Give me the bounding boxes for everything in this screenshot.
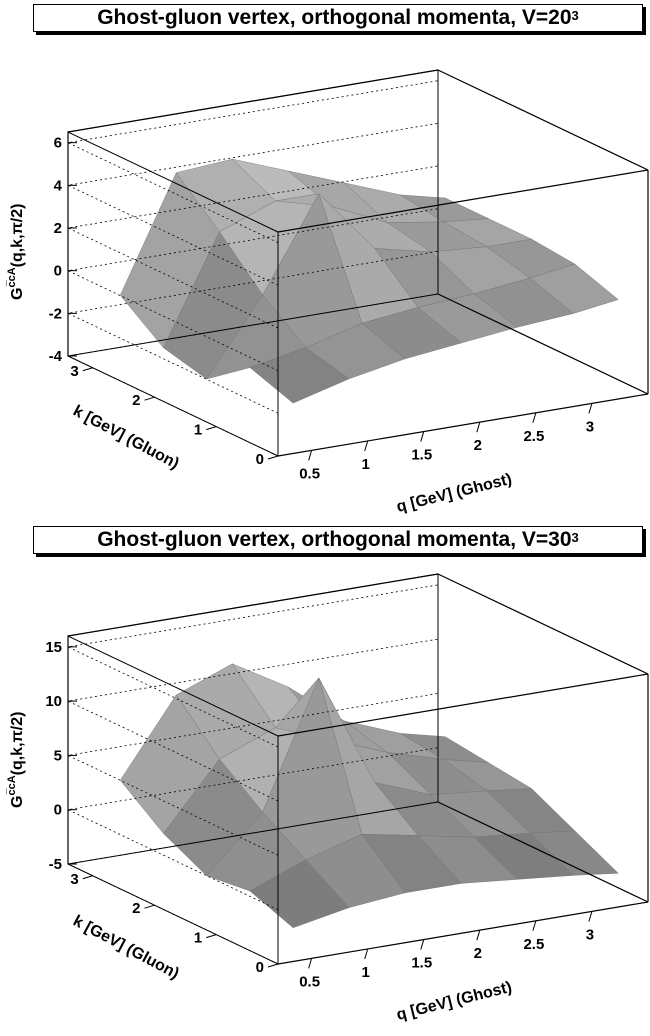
x-tick-label: 0.5 [299, 973, 320, 990]
y-tick-mark [267, 963, 279, 968]
chart-title-2-sup: 3 [571, 529, 579, 545]
chart-title-2: Ghost-gluon vertex, orthogonal momenta, … [33, 526, 643, 554]
y-ticks-2: 0 1 2 3 [70, 871, 279, 976]
y-tick-label: 0 [256, 451, 264, 468]
y-tick-label: 0 [256, 959, 264, 976]
surface-mesh-1 [119, 158, 619, 404]
z-tick-label: 6 [54, 135, 62, 152]
z-tick-label: -4 [49, 348, 63, 365]
chart-title-1-sup: 3 [571, 7, 579, 23]
x-tick-mark [476, 930, 481, 941]
plot-frame-2 [66, 573, 649, 965]
x-tick-mark [476, 422, 481, 433]
x-tick-mark [420, 431, 425, 442]
plot-frame-1 [66, 69, 649, 457]
y-tick-label: 3 [70, 871, 78, 888]
y-tick-mark [267, 455, 279, 460]
x-tick-mark [588, 403, 593, 414]
chart-title-1: Ghost-gluon vertex, orthogonal momenta, … [33, 4, 643, 32]
y-tick-label: 1 [194, 930, 202, 947]
z-tick-label: -2 [49, 305, 62, 322]
y-tick-label: 3 [70, 363, 78, 380]
y-tick-label: 2 [132, 900, 140, 917]
z-axis-label-2: Gc̅cA(q,k,π/2) [6, 712, 26, 808]
chart-title-2-text: Ghost-gluon vertex, orthogonal momenta, … [97, 528, 572, 551]
x-tick-label: 1 [362, 964, 370, 981]
chart-title-1-text: Ghost-gluon vertex, orthogonal momenta, … [97, 6, 572, 29]
x-tick-mark [420, 939, 425, 950]
x-axis-label-1: q [GeV] (Ghost) [395, 471, 514, 514]
z-tick-label: 5 [54, 747, 62, 764]
x-tick-label: 2 [474, 945, 482, 962]
y-axis-label-2: k [GeV] (Gluon) [70, 913, 182, 983]
z-ticks-2: -5 0 5 10 15 [45, 639, 77, 873]
y-tick-mark [82, 367, 93, 372]
y-tick-label: 2 [132, 392, 140, 409]
chart-panel-2: Ghost-gluon vertex, orthogonal momenta, … [0, 522, 650, 1036]
x-tick-mark [308, 958, 313, 969]
y-tick-mark [144, 396, 155, 401]
y-tick-mark [206, 426, 217, 431]
y-tick-label: 1 [194, 422, 202, 439]
z-tick-label: 10 [45, 693, 62, 710]
z-ticks-1: -4 -2 0 2 4 6 [49, 135, 77, 365]
y-tick-mark [144, 904, 155, 909]
x-ticks-2: 0.5 1 1.5 2 2.5 3 [299, 911, 594, 990]
x-axis-label-2: q [GeV] (Ghost) [395, 979, 514, 1024]
x-tick-label: 3 [586, 926, 594, 943]
x-tick-mark [364, 948, 369, 960]
y-axis-label-1: k [GeV] (Gluon) [70, 403, 182, 473]
x-tick-mark [532, 920, 537, 931]
surface-plot-2: -5 0 5 10 15 0.5 1 1.5 2 2.5 3 0 1 2 3 Gc̅cA(q,k,π/2… [6, 573, 649, 1024]
x-tick-mark [308, 450, 313, 461]
surface-plot-1: -4 -2 0 2 4 6 0.5 1 1.5 2 2.5 3 0 1 2 3 Gc̅cA(q,k,π/2… [6, 69, 649, 514]
z-tick-label: 2 [54, 220, 62, 237]
x-tick-label: 2 [474, 437, 482, 454]
x-tick-label: 1 [362, 456, 370, 473]
x-tick-label: 0.5 [299, 465, 320, 482]
surface-patch [529, 263, 619, 314]
x-tick-label: 1.5 [411, 447, 432, 464]
x-tick-label: 2.5 [523, 428, 544, 445]
y-tick-mark [82, 875, 93, 880]
chart-panel-1: Ghost-gluon vertex, orthogonal momenta, … [0, 0, 650, 514]
y-tick-mark [206, 934, 217, 939]
x-tick-mark [364, 440, 369, 452]
x-tick-label: 3 [586, 418, 594, 435]
x-tick-label: 2.5 [523, 936, 544, 953]
x-ticks-1: 0.5 1 1.5 2 2.5 3 [299, 403, 594, 482]
x-tick-mark [532, 412, 537, 423]
x-tick-label: 1.5 [411, 955, 432, 972]
z-tick-label: 15 [45, 639, 62, 656]
z-tick-label: 0 [54, 263, 62, 280]
z-axis-label-1: Gc̅cA(q,k,π/2) [6, 204, 26, 300]
surface-patch [529, 830, 619, 876]
z-tick-label: -5 [49, 856, 62, 873]
z-tick-label: 0 [54, 802, 62, 819]
z-tick-label: 4 [54, 177, 63, 194]
surface-mesh-2 [119, 663, 619, 929]
x-tick-mark [588, 911, 593, 922]
y-ticks-1: 0 1 2 3 [70, 363, 279, 468]
